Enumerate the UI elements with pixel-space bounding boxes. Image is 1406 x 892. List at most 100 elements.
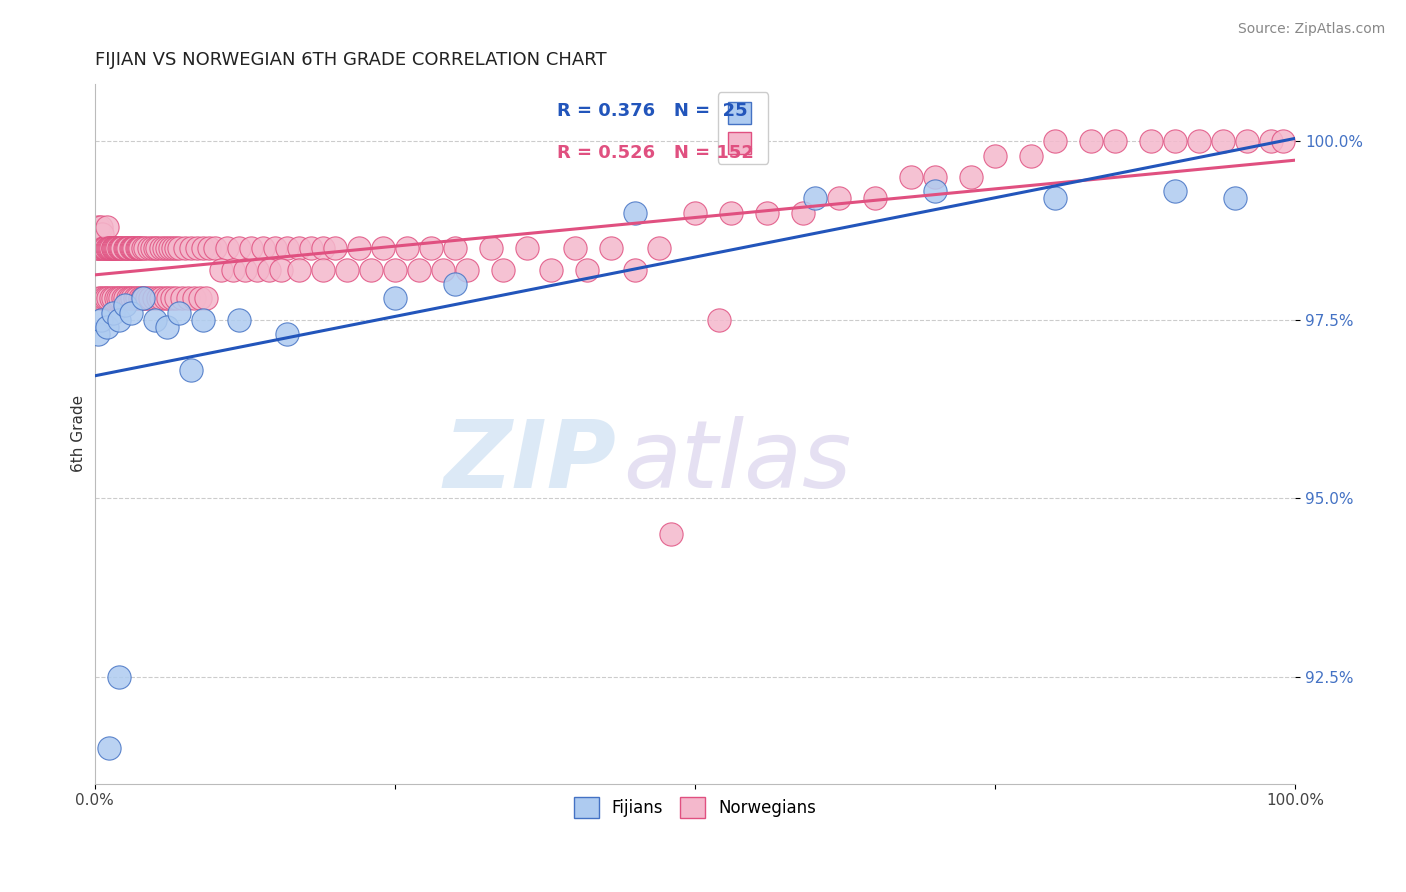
Point xyxy=(228,241,250,255)
Point xyxy=(87,326,110,341)
Point xyxy=(432,262,454,277)
Point xyxy=(146,291,169,305)
Point xyxy=(804,191,827,205)
Point xyxy=(276,326,298,341)
Point xyxy=(90,219,112,234)
Point xyxy=(180,241,202,255)
Point xyxy=(707,312,730,326)
Point xyxy=(103,241,125,255)
Point xyxy=(97,241,120,255)
Point xyxy=(107,291,129,305)
Point xyxy=(276,241,298,255)
Point xyxy=(828,191,851,205)
Point xyxy=(117,241,139,255)
Point xyxy=(165,241,187,255)
Point xyxy=(170,291,193,305)
Point xyxy=(107,312,129,326)
Point xyxy=(479,241,502,255)
Point xyxy=(111,241,134,255)
Point xyxy=(252,241,274,255)
Point xyxy=(96,219,118,234)
Point xyxy=(91,241,114,255)
Point xyxy=(96,319,118,334)
Point xyxy=(90,291,112,305)
Point xyxy=(347,241,370,255)
Point xyxy=(1080,134,1102,148)
Point xyxy=(270,262,292,277)
Point xyxy=(173,241,195,255)
Point xyxy=(90,241,112,255)
Point xyxy=(215,241,238,255)
Point xyxy=(97,291,120,305)
Point xyxy=(121,291,143,305)
Point xyxy=(149,241,172,255)
Point xyxy=(176,291,198,305)
Point xyxy=(492,262,515,277)
Point xyxy=(135,291,157,305)
Point xyxy=(101,305,124,319)
Point xyxy=(755,205,778,219)
Point xyxy=(93,291,115,305)
Point xyxy=(134,241,156,255)
Point xyxy=(1043,191,1066,205)
Point xyxy=(120,241,142,255)
Point xyxy=(87,219,110,234)
Point xyxy=(1272,134,1295,148)
Point xyxy=(720,205,742,219)
Point xyxy=(134,291,156,305)
Point xyxy=(1043,134,1066,148)
Point xyxy=(188,291,211,305)
Point xyxy=(312,262,335,277)
Point xyxy=(115,241,138,255)
Point xyxy=(110,241,132,255)
Point xyxy=(160,291,183,305)
Point xyxy=(443,277,465,291)
Point xyxy=(98,241,121,255)
Point xyxy=(299,241,322,255)
Point xyxy=(183,291,205,305)
Point xyxy=(312,241,335,255)
Point xyxy=(122,241,145,255)
Point xyxy=(194,291,217,305)
Point xyxy=(191,241,214,255)
Point xyxy=(108,241,131,255)
Point xyxy=(155,241,177,255)
Point xyxy=(167,305,190,319)
Text: atlas: atlas xyxy=(623,417,851,508)
Point xyxy=(1212,134,1234,148)
Point xyxy=(683,205,706,219)
Point xyxy=(101,291,124,305)
Point xyxy=(162,241,184,255)
Point xyxy=(96,241,118,255)
Point xyxy=(104,291,127,305)
Point xyxy=(100,241,122,255)
Point xyxy=(191,312,214,326)
Point xyxy=(233,262,256,277)
Point xyxy=(648,241,671,255)
Point xyxy=(924,184,946,198)
Point xyxy=(221,262,243,277)
Point xyxy=(139,291,162,305)
Point xyxy=(239,241,262,255)
Point xyxy=(121,241,143,255)
Point xyxy=(155,319,177,334)
Point xyxy=(105,241,128,255)
Point xyxy=(204,241,226,255)
Point xyxy=(94,291,117,305)
Point xyxy=(984,148,1007,162)
Point xyxy=(564,241,586,255)
Point xyxy=(575,262,598,277)
Point xyxy=(408,262,430,277)
Point xyxy=(153,241,176,255)
Point xyxy=(143,291,166,305)
Point xyxy=(228,312,250,326)
Point xyxy=(127,241,149,255)
Point xyxy=(94,241,117,255)
Point xyxy=(384,262,406,277)
Point xyxy=(1164,184,1187,198)
Point xyxy=(1164,134,1187,148)
Point xyxy=(143,241,166,255)
Point xyxy=(157,291,180,305)
Point xyxy=(287,262,309,277)
Text: R = 0.376   N =  25: R = 0.376 N = 25 xyxy=(557,102,748,120)
